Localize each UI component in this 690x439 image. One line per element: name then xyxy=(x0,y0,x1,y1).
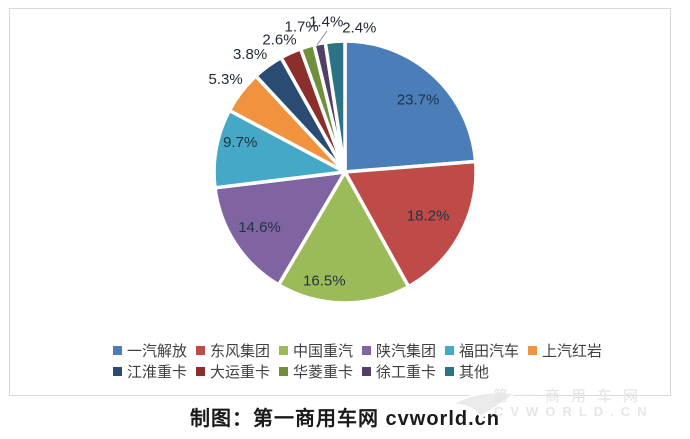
legend-swatch-icon xyxy=(528,346,537,355)
legend-label: 徐工重卡 xyxy=(376,364,437,381)
legend-item-福田汽车: 福田汽车 xyxy=(445,340,528,361)
legend-swatch-icon xyxy=(362,346,371,355)
caption: 制图：第一商用车网 cvworld.cn xyxy=(189,408,501,430)
legend-swatch-icon xyxy=(196,367,205,376)
legend-item-徐工重卡: 徐工重卡 xyxy=(362,361,445,382)
legend-item-华菱重卡: 华菱重卡 xyxy=(279,361,362,382)
legend-row-2: 江淮重卡 大运重卡 华菱重卡 徐工重卡 其他 xyxy=(113,361,653,382)
legend-label: 华菱重卡 xyxy=(293,364,354,381)
legend-item-陕汽集团: 陕汽集团 xyxy=(362,340,445,361)
legend-label: 福田汽车 xyxy=(459,343,520,360)
legend-item-江淮重卡: 江淮重卡 xyxy=(113,361,196,382)
chart-frame xyxy=(9,8,671,396)
legend-label: 东风集团 xyxy=(210,343,271,360)
legend-row-1: 一汽解放 东风集团 中国重汽 陕汽集团 福田汽车 上汽红岩 xyxy=(113,340,653,361)
legend-swatch-icon xyxy=(445,367,454,376)
legend-item-其他: 其他 xyxy=(445,361,528,382)
legend-swatch-icon xyxy=(445,346,454,355)
legend-swatch-icon xyxy=(113,367,122,376)
legend-label: 中国重汽 xyxy=(293,343,354,360)
legend-swatch-icon xyxy=(196,346,205,355)
legend-label: 上汽红岩 xyxy=(542,343,603,360)
legend-item-中国重汽: 中国重汽 xyxy=(279,340,362,361)
legend-swatch-icon xyxy=(113,346,122,355)
legend: 一汽解放 东风集团 中国重汽 陕汽集团 福田汽车 上汽红岩 江淮重卡 大运重卡 华菱重卡 徐工重… xyxy=(113,340,653,382)
legend-label: 大运重卡 xyxy=(210,364,271,381)
legend-swatch-icon xyxy=(279,367,288,376)
legend-item-一汽解放: 一汽解放 xyxy=(113,340,196,361)
legend-swatch-icon xyxy=(362,367,371,376)
legend-item-上汽红岩: 上汽红岩 xyxy=(528,340,611,361)
legend-swatch-icon xyxy=(279,346,288,355)
legend-label: 一汽解放 xyxy=(127,343,188,360)
legend-label: 江淮重卡 xyxy=(127,364,188,381)
legend-item-东风集团: 东风集团 xyxy=(196,340,279,361)
legend-label: 其他 xyxy=(459,364,490,381)
legend-item-大运重卡: 大运重卡 xyxy=(196,361,279,382)
legend-label: 陕汽集团 xyxy=(376,343,437,360)
